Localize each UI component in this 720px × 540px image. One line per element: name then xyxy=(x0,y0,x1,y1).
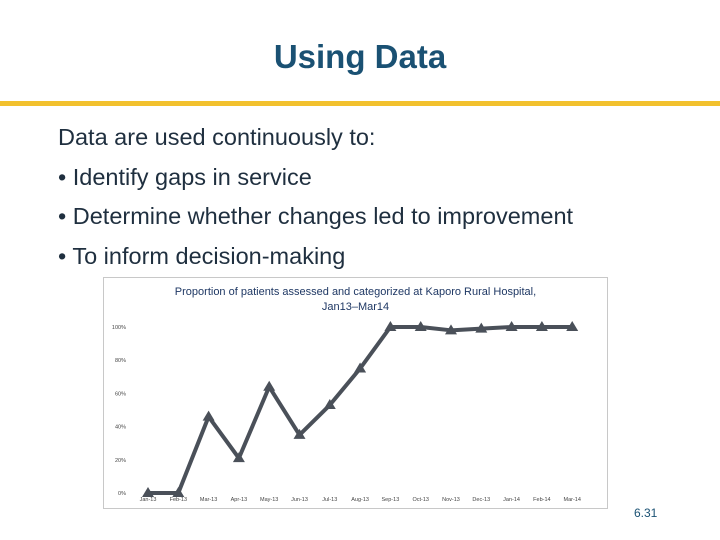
x-tick-label: May-13 xyxy=(260,497,278,503)
x-tick-label: Jun-13 xyxy=(291,497,308,503)
data-point-marker xyxy=(384,321,397,331)
x-tick-label: Feb-13 xyxy=(170,497,187,503)
data-point-marker xyxy=(445,324,457,335)
data-point-marker xyxy=(505,321,518,331)
data-point-marker xyxy=(142,487,154,497)
title-divider xyxy=(0,101,720,106)
y-tick-label: 0% xyxy=(118,491,126,497)
x-tick-label: Sep-13 xyxy=(382,497,400,503)
intro-text: Data are used continuously to: xyxy=(58,124,376,150)
x-tick-label: Mar-14 xyxy=(563,497,580,503)
slide-number: 6.31 xyxy=(634,506,658,520)
x-tick-label: Apr-13 xyxy=(231,497,248,503)
x-tick-label: Mar-13 xyxy=(200,497,217,503)
chart-plot-area: 0% 20% 40% 60% 80% 100% Jan-13 Feb-13 Mar-13 Apr-… xyxy=(112,321,581,503)
data-point-marker xyxy=(232,452,245,463)
data-point-marker xyxy=(172,487,185,497)
y-tick-label: 40% xyxy=(115,425,126,431)
series-line xyxy=(148,325,573,495)
y-tick-label: 80% xyxy=(115,358,126,364)
y-tick-label: 100% xyxy=(112,325,126,331)
y-tick-label: 60% xyxy=(115,391,126,397)
x-tick-label: Oct-13 xyxy=(412,497,429,503)
chart-title-line-1: Proportion of patients assessed and cate… xyxy=(174,286,537,298)
line-chart: Proportion of patients assessed and cate… xyxy=(103,277,608,509)
data-point-marker xyxy=(323,399,336,410)
bullet-item-3: • To inform decision-making xyxy=(58,242,346,269)
data-point-marker xyxy=(202,410,215,421)
chart-title-line-2: Jan13–Mar14 xyxy=(321,301,390,313)
data-point-marker xyxy=(263,380,276,391)
y-tick-label: 20% xyxy=(115,458,126,464)
slide-title: Using Data xyxy=(273,38,447,75)
data-point-marker xyxy=(475,322,488,333)
x-tick-label: Feb-14 xyxy=(533,497,550,503)
x-tick-label: Dec-13 xyxy=(472,497,490,503)
slide-body: Data are used continuously to: • Identif… xyxy=(58,118,698,276)
data-point-marker xyxy=(535,321,548,331)
x-tick-label: Aug-13 xyxy=(351,497,369,503)
data-point-marker xyxy=(566,321,579,331)
data-point-marker xyxy=(354,362,367,373)
x-tick-label: Jul-13 xyxy=(322,497,337,503)
bullet-item-1: • Identify gaps in service xyxy=(58,163,312,190)
data-point-marker xyxy=(293,428,306,439)
data-point-marker xyxy=(414,321,427,331)
x-tick-label: Jan-14 xyxy=(503,497,520,503)
bullet-item-2: • Determine whether changes led to impro… xyxy=(58,203,574,229)
x-tick-label: Nov-13 xyxy=(442,497,460,503)
chart-title: Proportion of patients assessed and cate… xyxy=(104,285,607,315)
x-tick-label: Jan-13 xyxy=(140,497,157,503)
